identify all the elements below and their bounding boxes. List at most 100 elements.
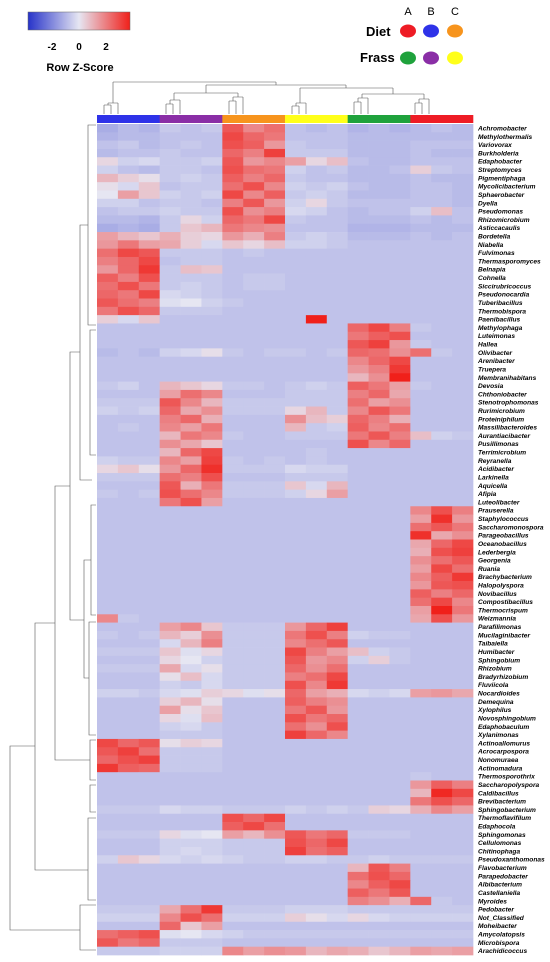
heatmap-cell [431,880,453,889]
heatmap-cell [159,946,181,956]
heatmap-cell [264,356,286,366]
heatmap-cell [285,738,307,748]
heatmap-cell [97,356,119,366]
heatmap-cell [180,298,202,308]
heatmap-cell [159,614,181,623]
heatmap-cell [347,755,369,765]
heatmap-cell [285,489,307,499]
heatmap-cell [368,473,390,482]
heatmap-cell [347,223,369,233]
heatmap-cell [201,481,223,490]
heatmap-cell [305,614,328,623]
heatmap-cell [389,689,411,698]
heatmap-cell [452,589,474,599]
heatmap-cell [285,747,307,756]
heatmap-cell [452,597,474,607]
heatmap-cell [180,863,202,873]
heatmap-cell [138,846,161,856]
heatmap-cell [222,140,244,150]
heatmap-cell [243,464,265,474]
heatmap-cell [431,232,453,241]
heatmap-cell [117,331,140,341]
heatmap-cell [285,406,307,416]
heatmap-cell [180,223,202,233]
heatmap-cell [201,315,223,324]
heatmap-cell [264,240,286,249]
heatmap-cell [431,522,453,532]
row-label: Aurantiacibacter [477,433,530,440]
heatmap-cell [389,464,411,474]
heatmap-cell [97,581,119,590]
heatmap-cell [285,423,307,432]
heatmap-cell [452,431,474,441]
heatmap-cell [222,622,244,632]
heatmap-cell [138,290,161,299]
heatmap-cell [201,846,223,856]
heatmap-cell [305,489,328,499]
heatmap-cell [368,182,390,191]
heatmap-cell [326,755,349,765]
heatmap-cell [138,581,161,590]
heatmap-cell [431,572,453,582]
heatmap-cell [285,323,307,333]
heatmap-cell [264,340,286,349]
heatmap-cell [326,556,349,565]
heatmap-cell [243,647,265,657]
heatmap-cell [410,315,432,324]
heatmap-cell [243,838,265,848]
heatmap-cell [159,680,181,690]
heatmap-cell [97,514,119,524]
heatmap-cell [347,830,369,840]
heatmap-cell [117,148,140,158]
heatmap-cell [285,539,307,549]
heatmap-cell [117,315,140,324]
heatmap-cell [117,522,140,532]
heatmap-cell [347,240,369,249]
heatmap-cell [305,389,328,399]
heatmap-cell [117,697,140,707]
heatmap-cell [431,414,453,424]
heatmap-cell [326,240,349,249]
heatmap-cell [347,132,369,141]
heatmap-cell [201,198,223,208]
heatmap-cell [368,323,390,333]
heatmap-cell [243,306,265,316]
heatmap-cell [138,896,161,906]
heatmap-cell [347,697,369,707]
heatmap-cell [410,589,432,599]
heatmap-cell [431,165,453,175]
row-label: Sphingobium [478,657,520,664]
heatmap-cell [97,265,119,274]
heatmap-cell [326,157,349,166]
heatmap-cell [305,697,328,707]
row-label: Bordetella [478,233,511,240]
heatmap-cell [368,531,390,540]
heatmap-cell [305,522,328,532]
heatmap-cell [97,165,119,175]
heatmap-cell [180,256,202,266]
heatmap-cell [347,256,369,266]
heatmap-cell [410,531,432,540]
heatmap-cell [452,672,474,682]
heatmap-cell [452,689,474,698]
heatmap-cell [305,348,328,358]
heatmap-cell [159,822,181,831]
heatmap-cell [305,664,328,673]
heatmap-cell [97,389,119,399]
heatmap-cell [285,481,307,490]
heatmap-cell [180,714,202,723]
heatmap-cell [347,207,369,216]
heatmap-cell [138,572,161,582]
heatmap-cell [243,373,265,382]
heatmap-cell [305,805,328,815]
heatmap-cell [410,256,432,266]
heatmap-cell [180,348,202,358]
heatmap-cell [410,223,432,233]
heatmap-cell [180,597,202,607]
heatmap-cell [452,207,474,216]
heatmap-cell [138,356,161,366]
heatmap-cell [305,165,328,175]
heatmap-cell [410,506,432,515]
heatmap-cell [431,680,453,690]
heatmap-cell [159,497,181,507]
